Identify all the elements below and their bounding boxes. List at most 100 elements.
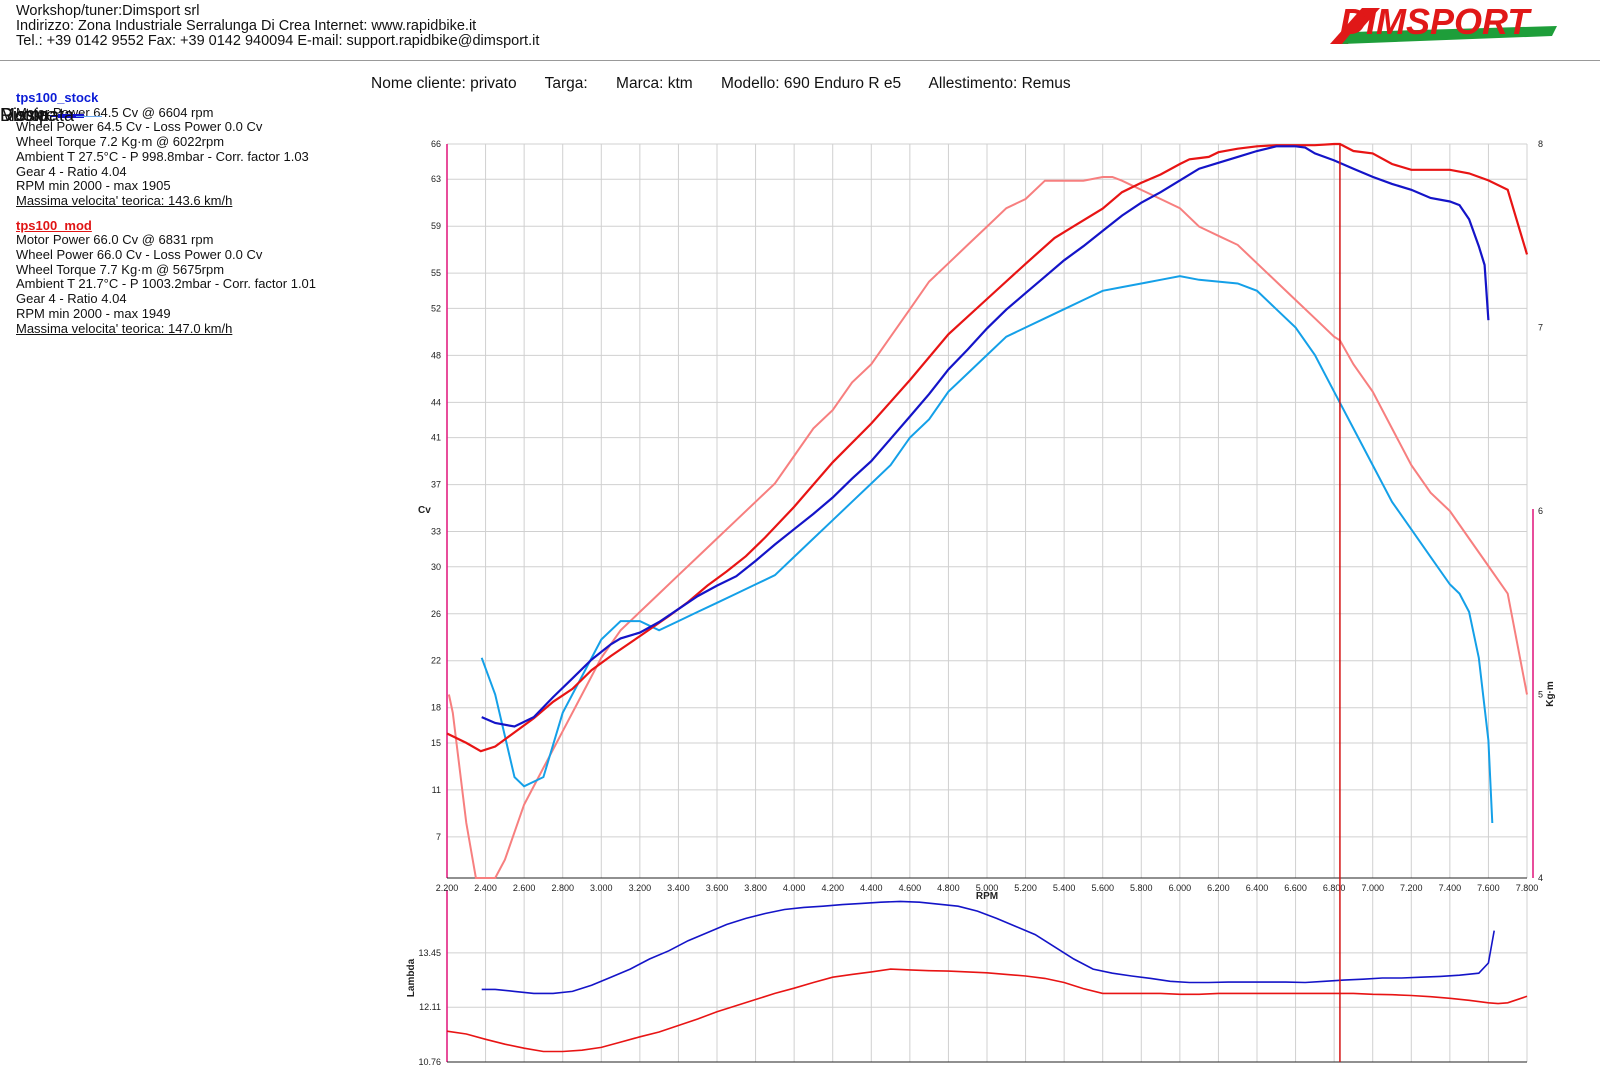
y-tick-label: 48 [431,350,441,360]
y-tick-label: 44 [431,397,441,407]
x-tick-label: 5.800 [1130,883,1153,893]
x-tick-label: 5.600 [1091,883,1114,893]
run-stat: RPM min 2000 - max 1905 [16,178,171,194]
run-name: tps100_mod [16,217,92,233]
y-tick-label: 37 [431,480,441,490]
run-stat: RPM min 2000 - max 1949 [16,305,171,321]
workshop-address: Indirizzo: Zona Industriale Serralunga D… [16,18,477,34]
y-tick-label: 15 [431,738,441,748]
y2-tick-label: 5 [1538,690,1543,700]
x-tick-label: 6.200 [1207,883,1230,893]
run-stat: Wheel Power 64.5 Cv - Loss Power 0.0 Cv [16,119,263,135]
lambda-tick-label: 10.76 [418,1057,441,1067]
client-name: Nome cliente: privato [371,75,517,92]
y-tick-label: 55 [431,268,441,278]
x-tick-label: 6.800 [1323,883,1346,893]
x-tick-label: 4.800 [937,883,960,893]
x-tick-label: 6.000 [1169,883,1192,893]
run-mod: tps100_mod Motor Power 66.0 Cv @ 6831 rp… [16,217,317,337]
run-stat: Wheel Power 66.0 Cv - Loss Power 0.0 Cv [16,247,263,263]
legend-ruota-swatch [50,115,77,118]
lambda-line-tps100_stock [481,900,1495,995]
client-setup: Allestimento: Remus [928,75,1071,92]
x-tick-label: 5.200 [1014,883,1037,893]
y-tick-label: 11 [432,785,441,795]
y-tick-label: 22 [431,656,441,666]
x-tick-label: 6.600 [1284,883,1307,893]
run-stat: Gear 4 - Ratio 4.04 [16,163,127,179]
run-top-speed: Massima velocita' teorica: 143.6 km/h [16,192,233,208]
x-tick-label: 7.000 [1361,883,1384,893]
x-axis-label: RPM [976,891,998,902]
x-tick-label: 3.000 [590,883,613,893]
x-tick-label: 4.400 [860,883,883,893]
legend-motore-label: Motore [0,105,57,125]
run-stat: Gear 4 - Ratio 4.04 [16,291,127,307]
dimsport-logo: DIMSPORT [1330,2,1557,44]
run-stat: Wheel Torque 7.2 Kg·m @ 6022rpm [16,134,225,150]
client-model: Modello: 690 Enduro R e5 [721,75,902,92]
x-tick-label: 7.400 [1439,883,1462,893]
run-stat: Motor Power 66.0 Cv @ 6831 rpm [16,232,214,248]
lambda-axis-label: Lambda [406,958,417,997]
x-tick-label: 3.200 [629,883,652,893]
x-tick-label: 4.200 [821,883,844,893]
y2-tick-label: 8 [1538,139,1543,149]
torque-line-tps100_stock [480,275,1494,824]
y-tick-label: 59 [431,221,441,231]
y-tick-label: 52 [431,303,441,313]
y-axis-label: Cv [418,505,431,516]
client-brand: Marca: ktm [616,75,693,92]
lambda-tick-label: 13.45 [418,948,441,958]
client-plate: Targa: [544,75,588,92]
x-tick-label: 3.800 [744,883,767,893]
run-stock: tps100_stock Motor Power 64.5 Cv @ 6604 … [16,90,316,209]
legend-dissipata: Dissipata [0,105,103,126]
x-tick-label: 6.400 [1246,883,1269,893]
x-tick-label: 2.800 [551,883,574,893]
header-divider [0,60,1600,61]
workshop-name: Workshop/tuner:Dimsport srl [16,3,200,19]
x-tick-label: 5.400 [1053,883,1076,893]
y-tick-label: 63 [431,174,441,184]
y-tick-label: 18 [431,703,441,713]
workshop-header: Workshop/tuner:Dimsport srl Indirizzo: Z… [16,4,539,49]
y-tick-label: 7 [436,832,441,842]
lambda-tick-label: 12.11 [419,1002,441,1012]
run-top-speed: Massima velocita' teorica: 147.0 km/h [16,320,233,336]
run-stat: Ambient T 21.7°C - P 1003.2mbar - Corr. … [16,276,317,292]
power-line-tps100_mod [446,142,1529,753]
y-tick-label: 41 [431,433,441,443]
y2-tick-label: 4 [1538,873,1543,883]
x-tick-label: 2.200 [436,883,459,893]
y-tick-label: 30 [431,562,441,572]
x-tick-label: 7.800 [1516,883,1539,893]
legend-ruota: Ruota [0,105,77,126]
power-line-tps100_stock [481,145,1490,728]
x-tick-label: 7.200 [1400,883,1423,893]
torque-line-tps100_mod [447,176,1528,879]
logo-text: DIMSPORT [1340,2,1532,42]
x-tick-label: 5.000 [976,883,999,893]
x-tick-label: 2.600 [513,883,536,893]
run-stat: Ambient T 27.5°C - P 998.8mbar - Corr. f… [16,148,309,164]
y-tick-label: 66 [431,139,441,149]
legend-dissipata-label: Dissipata [0,105,75,125]
x-tick-label: 2.400 [474,883,497,893]
y2-tick-label: 6 [1538,506,1543,516]
lambda-line-tps100_mod [446,968,1528,1053]
x-tick-label: 3.600 [706,883,729,893]
client-info: Nome cliente: privato Targa: Marca: ktm … [371,75,1095,93]
y-tick-label: 26 [431,609,441,619]
legend-dissipata-swatch [76,115,103,117]
legend-ruota-label: Ruota [0,105,49,125]
y-tick-label: 33 [431,527,441,537]
x-tick-label: 4.000 [783,883,806,893]
x-tick-label: 3.400 [667,883,690,893]
x-tick-label: 4.600 [899,883,922,893]
run-stat: Wheel Torque 7.7 Kg·m @ 5675rpm [16,261,225,277]
y2-tick-label: 7 [1538,323,1543,333]
workshop-contacts: Tel.: +39 0142 9552 Fax: +39 0142 940094… [16,33,540,49]
y2-axis-label: Kg·m [1545,681,1556,707]
run-name: tps100_stock [16,90,99,105]
